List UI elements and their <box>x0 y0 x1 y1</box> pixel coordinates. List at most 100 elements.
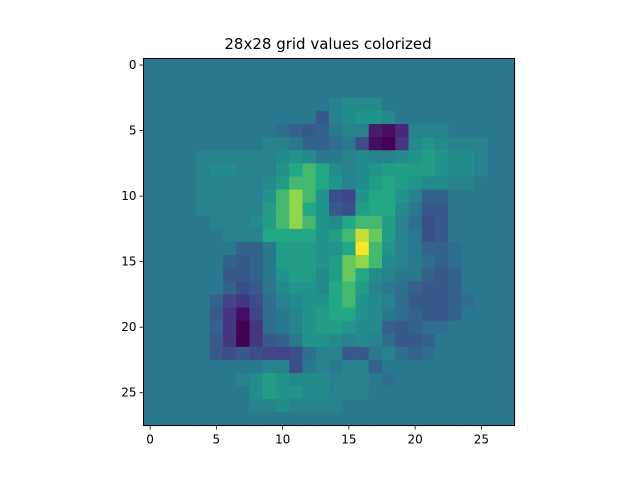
heatmap-cell <box>156 307 171 322</box>
heatmap-cell <box>276 346 290 361</box>
heatmap-cell <box>329 346 343 361</box>
heatmap-cell <box>395 294 410 309</box>
heatmap-cell <box>355 333 370 348</box>
heatmap-cell <box>289 215 304 230</box>
heatmap-cell <box>488 202 502 217</box>
heatmap-cell <box>196 333 211 348</box>
heatmap-cell <box>209 137 224 151</box>
heatmap-cell <box>262 58 277 73</box>
heatmap-cell <box>289 58 304 73</box>
heatmap-cell <box>408 176 423 191</box>
heatmap-cell <box>421 268 436 282</box>
heatmap-cell <box>501 412 516 427</box>
heatmap-cell <box>474 242 489 256</box>
heatmap-cell <box>315 228 330 243</box>
heatmap-cell <box>236 399 251 413</box>
heatmap-cell <box>342 359 357 374</box>
heatmap-cell <box>329 320 343 335</box>
heatmap-cell <box>382 346 396 361</box>
heatmap-cell <box>236 150 251 164</box>
heatmap-cell <box>408 202 423 217</box>
heatmap-cell <box>196 268 211 282</box>
heatmap-cell <box>289 110 304 125</box>
heatmap-cell <box>276 359 290 374</box>
heatmap-cell <box>302 373 317 387</box>
heatmap-cell <box>156 189 171 204</box>
heatmap-cell <box>474 97 489 112</box>
heatmap-cell <box>408 386 423 400</box>
heatmap-cell <box>156 399 171 413</box>
heatmap-cell <box>435 84 449 99</box>
heatmap-cell <box>395 255 410 269</box>
heatmap-cell <box>236 281 251 296</box>
heatmap-cell <box>501 268 516 282</box>
heatmap-cell <box>302 124 317 138</box>
heatmap-cell <box>262 150 277 164</box>
heatmap-cell <box>170 110 184 125</box>
heatmap-cell <box>223 215 237 230</box>
heatmap-cell <box>143 307 158 322</box>
heatmap-cell <box>488 242 502 256</box>
heatmap-cell <box>329 150 343 164</box>
heatmap-cell <box>488 333 502 348</box>
heatmap-cell <box>156 281 171 296</box>
heatmap-cell <box>156 320 171 335</box>
heatmap-cell <box>435 202 449 217</box>
heatmap-cell <box>236 373 251 387</box>
heatmap-cell <box>395 228 410 243</box>
heatmap-cell <box>342 373 357 387</box>
heatmap-cell <box>183 281 198 296</box>
heatmap-cell <box>223 268 237 282</box>
heatmap-cell <box>236 333 251 348</box>
heatmap-cell <box>143 176 158 191</box>
x-tick-label: 25 <box>474 433 489 447</box>
heatmap-cell <box>474 268 489 282</box>
heatmap-cell <box>156 242 171 256</box>
heatmap-cell <box>488 307 502 322</box>
heatmap-cell <box>143 255 158 269</box>
heatmap-cell <box>461 202 476 217</box>
heatmap-cell <box>329 281 343 296</box>
heatmap-cell <box>209 150 224 164</box>
heatmap-cell <box>342 124 357 138</box>
heatmap-cell <box>196 346 211 361</box>
heatmap-cell <box>474 346 489 361</box>
heatmap-cell <box>289 150 304 164</box>
heatmap-cell <box>421 386 436 400</box>
heatmap-cell <box>170 373 184 387</box>
heatmap-cell <box>421 373 436 387</box>
heatmap-cell <box>329 399 343 413</box>
heatmap-cell <box>408 359 423 374</box>
heatmap-cell <box>156 215 171 230</box>
heatmap-cell <box>236 228 251 243</box>
heatmap-cell <box>143 150 158 164</box>
heatmap-cell <box>342 294 357 309</box>
heatmap-cell <box>448 228 463 243</box>
heatmap-cell <box>329 71 343 86</box>
heatmap-cell <box>223 399 237 413</box>
heatmap-cell <box>435 97 449 112</box>
heatmap-cell <box>355 373 370 387</box>
heatmap-cell <box>315 359 330 374</box>
heatmap-cell <box>501 110 516 125</box>
heatmap-cell <box>421 320 436 335</box>
heatmap-cell <box>209 412 224 427</box>
heatmap-cell <box>368 307 383 322</box>
heatmap-cell <box>501 176 516 191</box>
heatmap-cell <box>236 359 251 374</box>
heatmap-cell <box>488 97 502 112</box>
heatmap-cell <box>329 359 343 374</box>
heatmap-cell <box>249 215 264 230</box>
heatmap-cell <box>209 189 224 204</box>
heatmap-cell <box>329 58 343 73</box>
heatmap-cell <box>262 386 277 400</box>
heatmap-cell <box>249 333 264 348</box>
heatmap-cell <box>421 110 436 125</box>
heatmap-cell <box>236 58 251 73</box>
heatmap-cell <box>382 228 396 243</box>
heatmap-cell <box>143 346 158 361</box>
heatmap-cell <box>209 124 224 138</box>
heatmap-cell <box>236 71 251 86</box>
heatmap-cell <box>382 84 396 99</box>
